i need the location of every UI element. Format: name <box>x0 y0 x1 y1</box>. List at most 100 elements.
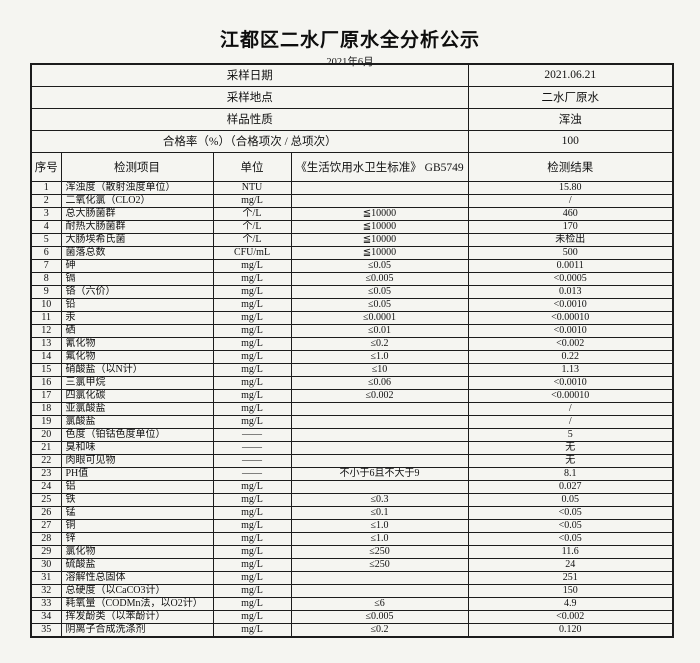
cell-unit: —— <box>212 466 292 481</box>
cell-standard <box>290 193 469 208</box>
cell-result: / <box>467 414 674 429</box>
cell-no: 12 <box>30 323 62 338</box>
cell-standard <box>290 583 469 598</box>
cell-unit: CFU/mL <box>212 245 292 260</box>
cell-standard: 不小于6且不大于9 <box>290 466 469 481</box>
cell-result: <0.05 <box>467 518 674 533</box>
cell-item: 大肠埃希氏菌 <box>60 232 214 247</box>
cell-item: 砷 <box>60 258 214 273</box>
cell-unit: mg/L <box>212 193 292 208</box>
cell-item: 氰化物 <box>60 336 214 351</box>
info-label: 采样日期 <box>30 63 469 87</box>
table-row: 8 镉 mg/L ≤0.005 <0.0005 <box>30 271 674 286</box>
cell-result: 5 <box>467 427 674 442</box>
column-header-row: 序号 检测项目 单位 《生活饮用水卫生标准》 GB5749 检测结果 <box>30 151 674 182</box>
table-row: 5 大肠埃希氏菌 个/L ≦10000 未检出 <box>30 232 674 247</box>
info-section: 采样日期 2021.06.21 采样地点 二水厂原水 样品性质 浑浊 合格率（%… <box>30 63 674 153</box>
cell-standard: ≦10000 <box>290 206 469 221</box>
cell-standard <box>290 479 469 494</box>
table-row: 15 硝酸盐（以N计） mg/L ≤10 1.13 <box>30 362 674 377</box>
cell-unit: mg/L <box>212 284 292 299</box>
cell-standard <box>290 180 469 195</box>
cell-standard: ≤0.06 <box>290 375 469 390</box>
cell-item: 铬（六价） <box>60 284 214 299</box>
cell-result: 170 <box>467 219 674 234</box>
table-row: 33 耗氧量（CODMn法，以O2计） mg/L ≤6 4.9 <box>30 596 674 611</box>
cell-item: 挥发酚类（以苯酚计） <box>60 609 214 624</box>
header-section: 序号 检测项目 单位 《生活饮用水卫生标准》 GB5749 检测结果 <box>30 151 674 182</box>
cell-no: 23 <box>30 466 62 481</box>
cell-unit: mg/L <box>212 388 292 403</box>
cell-standard: ≤0.1 <box>290 505 469 520</box>
cell-result: / <box>467 401 674 416</box>
cell-standard: ≤0.2 <box>290 622 469 637</box>
cell-standard: ≤0.05 <box>290 284 469 299</box>
table-row: 16 三氯甲烷 mg/L ≤0.06 <0.0010 <box>30 375 674 390</box>
cell-item: 总硬度（以CaCO3计） <box>60 583 214 598</box>
cell-standard: ≤0.3 <box>290 492 469 507</box>
cell-no: 10 <box>30 297 62 312</box>
cell-standard: ≦10000 <box>290 232 469 247</box>
cell-standard <box>290 427 469 442</box>
cell-item: 耐热大肠菌群 <box>60 219 214 234</box>
info-value: 浑浊 <box>467 107 674 131</box>
cell-result: <0.00010 <box>467 310 674 325</box>
cell-no: 5 <box>30 232 62 247</box>
cell-result: 0.027 <box>467 479 674 494</box>
table-row: 2 二氧化氯（CLO2） mg/L / <box>30 193 674 208</box>
cell-item: 阴离子合成洗涤剂 <box>60 622 214 637</box>
cell-unit: mg/L <box>212 401 292 416</box>
cell-unit: mg/L <box>212 557 292 572</box>
cell-standard: ≤10 <box>290 362 469 377</box>
cell-standard: ≤1.0 <box>290 518 469 533</box>
cell-unit: mg/L <box>212 349 292 364</box>
analysis-table: 采样日期 2021.06.21 采样地点 二水厂原水 样品性质 浑浊 合格率（%… <box>30 63 674 638</box>
table-row: 35 阴离子合成洗涤剂 mg/L ≤0.2 0.120 <box>30 622 674 637</box>
cell-item: 总大肠菌群 <box>60 206 214 221</box>
cell-item: 铝 <box>60 479 214 494</box>
cell-standard <box>290 414 469 429</box>
column-header-result: 检测结果 <box>467 151 674 182</box>
cell-unit: mg/L <box>212 375 292 390</box>
cell-standard: ≦10000 <box>290 219 469 234</box>
cell-no: 30 <box>30 557 62 572</box>
cell-standard: ≤0.0001 <box>290 310 469 325</box>
cell-item: 锰 <box>60 505 214 520</box>
cell-unit: mg/L <box>212 531 292 546</box>
cell-item: 锌 <box>60 531 214 546</box>
cell-no: 28 <box>30 531 62 546</box>
table-row: 25 铁 mg/L ≤0.3 0.05 <box>30 492 674 507</box>
cell-unit: mg/L <box>212 596 292 611</box>
cell-result: 15.80 <box>467 180 674 195</box>
cell-result: 0.0011 <box>467 258 674 273</box>
cell-no: 29 <box>30 544 62 559</box>
cell-unit: mg/L <box>212 570 292 585</box>
table-row: 20 色度（铂钴色度单位） —— 5 <box>30 427 674 442</box>
cell-result: <0.05 <box>467 505 674 520</box>
cell-item: 肉眼可见物 <box>60 453 214 468</box>
info-row-pass-rate: 合格率（%）（合格项次 / 总项次） 100 <box>30 129 674 153</box>
table-row: 11 汞 mg/L ≤0.0001 <0.00010 <box>30 310 674 325</box>
cell-no: 14 <box>30 349 62 364</box>
cell-standard: ≤1.0 <box>290 531 469 546</box>
info-value: 2021.06.21 <box>467 63 674 87</box>
cell-result: 无 <box>467 440 674 455</box>
cell-no: 13 <box>30 336 62 351</box>
cell-no: 33 <box>30 596 62 611</box>
info-label: 采样地点 <box>30 85 469 109</box>
cell-result: 24 <box>467 557 674 572</box>
cell-unit: —— <box>212 427 292 442</box>
table-row: 22 肉眼可见物 —— 无 <box>30 453 674 468</box>
table-row: 13 氰化物 mg/L ≤0.2 <0.002 <box>30 336 674 351</box>
results-body: 1 浑浊度（散射浊度单位） NTU 15.80 2 二氧化氯（CLO2） mg/L/3 总大肠… <box>30 180 674 637</box>
cell-no: 34 <box>30 609 62 624</box>
cell-unit: mg/L <box>212 258 292 273</box>
cell-item: 铁 <box>60 492 214 507</box>
cell-result: <0.0005 <box>467 271 674 286</box>
info-value: 二水厂原水 <box>467 85 674 109</box>
cell-no: 1 <box>30 180 62 195</box>
cell-item: 溶解性总固体 <box>60 570 214 585</box>
table-row: 10 铅 mg/L ≤0.05 <0.0010 <box>30 297 674 312</box>
cell-standard: ≤0.2 <box>290 336 469 351</box>
table-row: 12 硒 mg/L ≤0.01 <0.0010 <box>30 323 674 338</box>
